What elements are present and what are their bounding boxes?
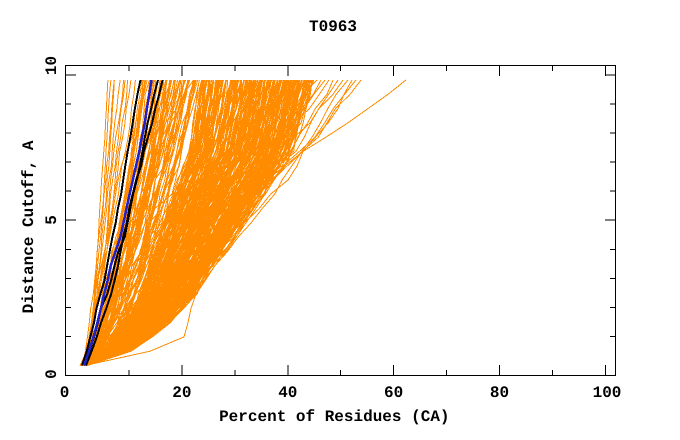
svg-text:Percent of Residues (CA): Percent of Residues (CA): [219, 408, 449, 426]
svg-text:5: 5: [43, 215, 61, 225]
svg-text:0: 0: [60, 384, 70, 402]
svg-text:Distance Cutoff, A: Distance Cutoff, A: [20, 140, 38, 313]
svg-text:40: 40: [278, 384, 297, 402]
svg-text:10: 10: [43, 56, 61, 75]
svg-text:0: 0: [43, 369, 61, 379]
svg-text:100: 100: [593, 384, 622, 402]
svg-text:T0963: T0963: [309, 18, 357, 36]
svg-text:80: 80: [490, 384, 509, 402]
svg-text:20: 20: [172, 384, 191, 402]
svg-text:60: 60: [384, 384, 403, 402]
